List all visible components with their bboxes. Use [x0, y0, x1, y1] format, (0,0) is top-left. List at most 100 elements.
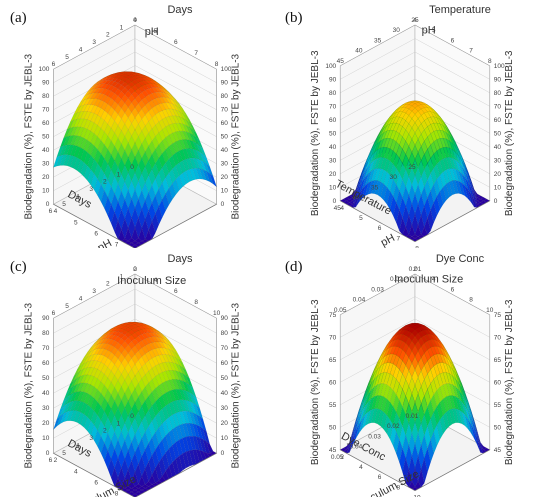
panel-b: 0 0 10 10 20 20 30 30 40 40 50 50 60 60 70 70 80 80 90 90 10… [275, 0, 550, 248]
z-tick-left: 100 [39, 66, 50, 73]
y-tick: 25 [408, 164, 416, 171]
x-tick-top: 2 [413, 266, 417, 273]
z-tick-left: 90 [42, 80, 50, 87]
z-tick-left: 60 [42, 360, 50, 367]
y-tick-top: 4 [79, 46, 83, 53]
z-axis-title-left: Biodegradation (%), FSTE by JEBL-3 [23, 302, 34, 468]
surface-plot-b: 0 0 10 10 20 20 30 30 40 40 50 50 60 60 70 70 80 80 90 90 10… [310, 4, 515, 248]
y-tick: 0.04 [350, 444, 363, 451]
z-tick-left: 20 [329, 171, 337, 178]
z-tick-right: 20 [494, 171, 502, 178]
z-axis-title-right: Biodegradation (%), FSTE by JEBL-3 [504, 50, 515, 216]
z-tick-right: 60 [494, 379, 502, 386]
response-surface [339, 322, 491, 491]
x-tick: 7 [396, 235, 400, 242]
z-tick-left: 50 [42, 134, 50, 141]
x-tick: 4 [340, 205, 344, 212]
y-tick-top: 0.02 [390, 276, 403, 283]
z-tick-left: 80 [42, 330, 50, 337]
y-tick: 6 [49, 208, 53, 215]
x-tick-top: 4 [413, 17, 417, 24]
y-tick-top: 35 [374, 37, 382, 44]
x-tick: 6 [94, 230, 98, 237]
y-tick-top: 6 [52, 61, 56, 68]
z-tick-left: 60 [329, 379, 337, 386]
x-axis-title-back: Inoculum Size [394, 273, 463, 285]
y-tick-top: 0 [133, 266, 137, 273]
front-frame [53, 452, 217, 497]
x-tick-top: 5 [432, 27, 436, 34]
y-tick: 1 [117, 171, 121, 178]
z-axis-title-left: Biodegradation (%), FSTE by JEBL-3 [310, 299, 321, 465]
x-tick-top: 8 [215, 61, 219, 68]
z-tick-left: 50 [329, 424, 337, 431]
y-tick-labels: 0 0 1 1 2 2 3 3 4 4 5 5 6 6 [49, 266, 138, 464]
x-tick-top: 7 [469, 48, 473, 55]
x-tick: 6 [94, 479, 98, 486]
z-tick-right: 90 [221, 315, 229, 322]
z-tick-left: 80 [329, 90, 337, 97]
panel-label-a: (a) [10, 10, 27, 26]
response-surface [53, 71, 217, 248]
y-tick: 2 [103, 179, 107, 186]
z-tick-right: 40 [494, 144, 502, 151]
z-tick-right: 50 [221, 375, 229, 382]
z-tick-left: 30 [42, 405, 50, 412]
panel-label-c: (c) [10, 259, 27, 275]
x-tick-top: 6 [451, 286, 455, 293]
x-tick-top: 4 [133, 17, 137, 24]
z-tick-left: 40 [42, 390, 50, 397]
z-tick-left: 50 [329, 130, 337, 137]
y-tick-top: 3 [92, 288, 96, 295]
z-tick-right: 80 [221, 93, 229, 100]
z-tick-right: 50 [494, 424, 502, 431]
z-tick-left: 75 [329, 312, 337, 319]
y-tick-top: 2 [106, 32, 110, 39]
front-frame [340, 200, 490, 242]
z-tick-left: 65 [329, 357, 337, 364]
y-tick-top: 4 [79, 295, 83, 302]
y-tick-top: 3 [92, 39, 96, 46]
z-tick-left: 70 [329, 334, 337, 341]
x-tick: 4 [359, 464, 363, 471]
z-tick-left: 30 [42, 161, 50, 168]
z-tick-right: 10 [221, 188, 229, 195]
z-tick-left: 0 [46, 201, 50, 208]
z-tick-left: 0 [46, 450, 50, 457]
z-tick-right: 0 [494, 198, 498, 205]
z-tick-left: 80 [42, 93, 50, 100]
y-tick-top: 40 [355, 48, 363, 55]
panel-c: 0 0 10 10 20 20 30 30 40 40 50 50 60 60 70 70 80 80 90 90 2 2… [0, 249, 275, 497]
z-tick-left: 0 [333, 198, 337, 205]
x-tick-labels: 2 2 4 4 6 6 8 8 10 10 [340, 266, 493, 497]
y-tick-top: 6 [52, 310, 56, 317]
y-tick-top: 5 [65, 303, 69, 310]
z-tick-labels: 0 0 10 10 20 20 30 30 40 40 50 50 60 60 70 70 80 80 90 90 10… [325, 63, 505, 205]
z-tick-left: 60 [329, 117, 337, 124]
y-tick-top: 45 [337, 58, 345, 65]
y-tick: 45 [334, 205, 342, 212]
z-tick-left: 40 [42, 147, 50, 154]
x-tick-labels: 4455667788 [54, 17, 219, 248]
y-tick: 3 [89, 186, 93, 193]
y-tick-top: 2 [106, 281, 110, 288]
y-tick: 40 [352, 195, 360, 202]
x-tick: 8 [396, 484, 400, 491]
z-tick-left: 30 [329, 157, 337, 164]
y-tick-top: 0.01 [409, 266, 422, 273]
y-tick: 0.03 [368, 433, 381, 440]
x-tick-top: 5 [154, 28, 158, 35]
z-tick-right: 100 [494, 63, 505, 70]
y-tick: 35 [371, 184, 379, 191]
y-tick-top: 25 [411, 17, 419, 24]
z-tick-left: 10 [42, 188, 50, 195]
z-axis-title-right: Biodegradation (%), FSTE by JEBL-3 [231, 302, 242, 468]
y-tick: 30 [390, 174, 398, 181]
y-tick: 5 [62, 450, 66, 457]
x-tick-top: 10 [486, 307, 494, 314]
x-tick: 5 [74, 219, 78, 226]
z-tick-left: 45 [329, 447, 337, 454]
z-tick-right: 90 [494, 76, 502, 83]
